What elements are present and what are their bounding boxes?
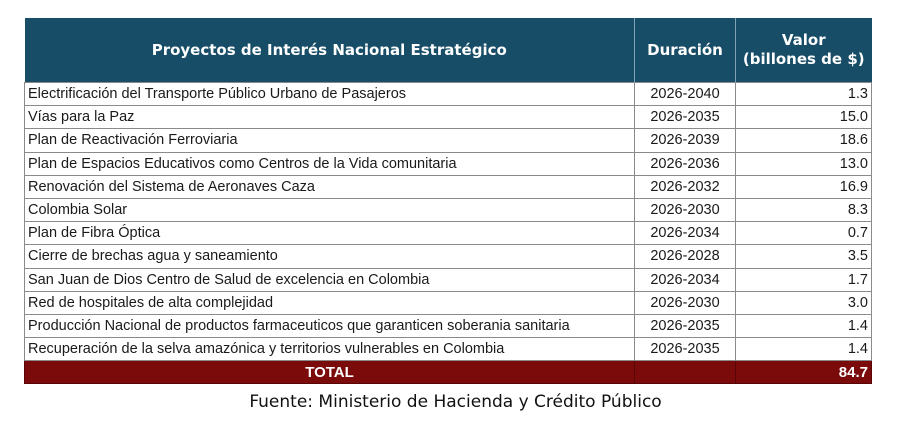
- project-duration: 2026-2035: [634, 105, 736, 130]
- table-row: Plan de Espacios Educativos como Centros…: [24, 151, 872, 176]
- header-project: Proyectos de Interés Nacional Estratégic…: [24, 18, 635, 83]
- header-duration: Duración: [634, 18, 736, 83]
- project-value: 3.0: [735, 290, 872, 315]
- project-value: 18.6: [735, 128, 872, 153]
- header-value: Valor (billones de $): [735, 18, 872, 83]
- table-row: Cierre de brechas agua y saneamiento 2026…: [24, 244, 872, 269]
- table-row: Plan de Fibra Óptica 2026-2034 0.7: [24, 221, 872, 246]
- project-value: 1.7: [735, 267, 872, 292]
- table-row: Renovación del Sistema de Aeronaves Caza…: [24, 174, 872, 199]
- project-duration: 2026-2032: [634, 174, 736, 199]
- project-duration: 2026-2039: [634, 128, 736, 153]
- project-duration: 2026-2030: [634, 290, 736, 315]
- project-name: San Juan de Dios Centro de Salud de exce…: [24, 267, 635, 292]
- header-value-line1: Valor: [781, 31, 826, 49]
- project-duration: 2026-2028: [634, 244, 736, 269]
- project-name: Electrificación del Transporte Público U…: [24, 81, 635, 107]
- total-value: 84.7: [735, 360, 872, 385]
- total-duration-empty: [634, 360, 736, 385]
- table-row: Producción Nacional de productos farmace…: [24, 313, 872, 339]
- projects-table: Proyectos de Interés Nacional Estratégic…: [24, 18, 872, 385]
- project-name: Colombia Solar: [24, 197, 635, 223]
- source-caption: Fuente: Ministerio de Hacienda y Crédito…: [249, 392, 662, 412]
- header-value-line2: (billones de $): [742, 50, 865, 68]
- table-row: Vías para la Paz 2026-2035 15.0: [24, 105, 872, 130]
- project-duration: 2026-2030: [634, 197, 736, 223]
- project-value: 3.5: [735, 244, 872, 269]
- table-row: Recuperación de la selva amazónica y ter…: [24, 337, 872, 362]
- project-name: Recuperación de la selva amazónica y ter…: [24, 337, 635, 362]
- table-row: Red de hospitales de alta complejidad 202…: [24, 290, 872, 315]
- project-duration: 2026-2036: [634, 151, 736, 176]
- table-row: Electrificación del Transporte Público U…: [24, 81, 872, 107]
- project-value: 1.3: [735, 81, 872, 107]
- project-name: Plan de Fibra Óptica: [24, 221, 635, 246]
- project-value: 0.7: [735, 221, 872, 246]
- project-name: Red de hospitales de alta complejidad: [24, 290, 635, 315]
- table-row: San Juan de Dios Centro de Salud de exce…: [24, 267, 872, 292]
- table-header-row: Proyectos de Interés Nacional Estratégic…: [24, 18, 872, 83]
- project-name: Vías para la Paz: [24, 105, 635, 130]
- project-duration: 2026-2034: [634, 267, 736, 292]
- total-label: TOTAL: [24, 360, 635, 385]
- project-name: Producción Nacional de productos farmace…: [24, 313, 635, 339]
- project-name: Plan de Espacios Educativos como Centros…: [24, 151, 635, 176]
- total-row: TOTAL 84.7: [24, 360, 872, 385]
- project-value: 8.3: [735, 197, 872, 223]
- project-name: Plan de Reactivación Ferroviaria: [24, 128, 635, 153]
- project-value: 16.9: [735, 174, 872, 199]
- project-value: 15.0: [735, 105, 872, 130]
- project-duration: 2026-2035: [634, 313, 736, 339]
- project-value: 1.4: [735, 337, 872, 362]
- project-name: Renovación del Sistema de Aeronaves Caza: [24, 174, 635, 199]
- table-row: Colombia Solar 2026-2030 8.3: [24, 197, 872, 223]
- project-value: 1.4: [735, 313, 872, 339]
- project-duration: 2026-2035: [634, 337, 736, 362]
- project-value: 13.0: [735, 151, 872, 176]
- project-duration: 2026-2034: [634, 221, 736, 246]
- project-name: Cierre de brechas agua y saneamiento: [24, 244, 635, 269]
- table-row: Plan de Reactivación Ferroviaria 2026-203…: [24, 128, 872, 153]
- project-duration: 2026-2040: [634, 81, 736, 107]
